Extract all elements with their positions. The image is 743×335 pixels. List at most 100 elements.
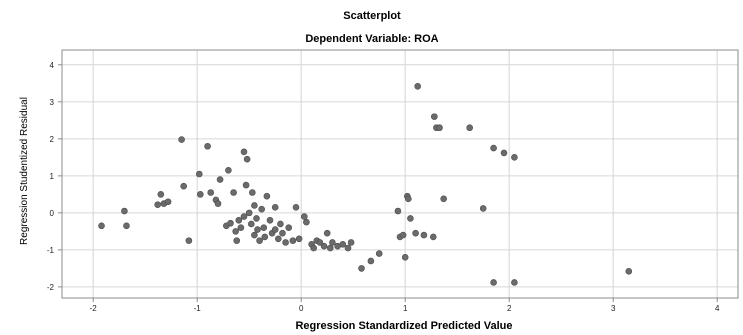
x-axis-label: Regression Standardized Predicted Value bbox=[295, 320, 512, 332]
x-tick-label: 1 bbox=[403, 304, 408, 313]
scatter-point bbox=[358, 265, 365, 272]
scatter-point bbox=[399, 231, 407, 239]
scatter-point bbox=[436, 124, 443, 132]
scatter-point bbox=[367, 257, 375, 265]
scatter-point bbox=[329, 239, 336, 246]
scatter-point bbox=[251, 231, 258, 239]
scatter-point bbox=[214, 200, 222, 207]
scatter-point bbox=[431, 113, 438, 120]
scatter-point bbox=[240, 148, 248, 156]
scatter-point bbox=[164, 198, 172, 206]
scatter-point bbox=[394, 207, 402, 215]
scatter-point bbox=[266, 216, 274, 224]
scatter-point bbox=[375, 250, 383, 257]
scatter-point bbox=[412, 229, 419, 237]
scatter-point bbox=[154, 201, 161, 209]
scatter-point bbox=[339, 241, 347, 248]
x-tick-label: -1 bbox=[194, 304, 202, 313]
scatter-point bbox=[258, 205, 265, 213]
scatter-point bbox=[285, 224, 293, 231]
scatter-point bbox=[511, 154, 518, 161]
scatter-point bbox=[263, 192, 271, 200]
chart-subtitle: Dependent Variable: ROA bbox=[305, 33, 438, 45]
scatter-point bbox=[295, 235, 303, 243]
scatter-point bbox=[261, 233, 269, 241]
x-tick-label: 3 bbox=[611, 304, 616, 313]
scatter-point bbox=[237, 224, 245, 231]
scatter-point bbox=[233, 237, 241, 244]
scatter-point bbox=[256, 237, 263, 244]
plot-area bbox=[61, 49, 739, 299]
scatter-point bbox=[279, 229, 286, 237]
x-tick-label: 4 bbox=[715, 304, 720, 313]
scatter-point bbox=[479, 205, 487, 212]
scatter-point bbox=[247, 220, 255, 228]
scatter-point bbox=[235, 216, 243, 224]
scatter-point bbox=[185, 237, 193, 244]
scatter-point bbox=[195, 170, 203, 178]
scatter-point bbox=[420, 231, 428, 239]
tick-labels: -2 -1 0 1 2 3 4 -2 -1 0 1 2 3 4 bbox=[47, 61, 720, 313]
scatter-point bbox=[240, 213, 248, 220]
scatter-point bbox=[323, 229, 331, 237]
scatter-point bbox=[414, 82, 421, 90]
y-tick-label: 2 bbox=[50, 135, 55, 144]
scatter-point bbox=[271, 226, 279, 233]
scatter-point bbox=[121, 207, 128, 215]
scatter-point bbox=[157, 191, 165, 198]
y-tick-label: -1 bbox=[47, 246, 55, 255]
scatter-point bbox=[277, 220, 284, 228]
scatter-point bbox=[225, 166, 232, 174]
y-tick-label: 1 bbox=[50, 172, 55, 181]
scatter-point bbox=[275, 235, 282, 243]
scatter-point bbox=[511, 279, 518, 286]
scatter-point bbox=[245, 209, 253, 217]
scatter-point bbox=[271, 204, 279, 211]
scatter-point bbox=[253, 215, 260, 222]
scatter-point bbox=[242, 181, 250, 189]
y-tick-label: -2 bbox=[47, 283, 55, 292]
scatter-point bbox=[178, 136, 185, 143]
scatter-point bbox=[303, 218, 310, 226]
scatter-point bbox=[490, 144, 497, 152]
scatter-point bbox=[254, 226, 261, 233]
scatter-point bbox=[289, 237, 297, 244]
scatter-point bbox=[227, 219, 234, 227]
scatter-point bbox=[249, 189, 256, 196]
y-axis-label: Regression Studentized Residual bbox=[19, 97, 30, 245]
x-tick-label: -2 bbox=[90, 304, 98, 313]
scatter-point bbox=[625, 268, 633, 275]
scatter-point bbox=[347, 239, 355, 246]
scatter-point bbox=[316, 239, 324, 246]
scatter-point bbox=[466, 124, 473, 132]
chart-title: Scatterplot bbox=[343, 10, 401, 22]
scatter-point bbox=[440, 195, 447, 203]
y-tick-label: 0 bbox=[50, 209, 55, 218]
scatter-point bbox=[243, 155, 251, 163]
scatter-point bbox=[216, 176, 224, 183]
scatter-point bbox=[320, 242, 328, 250]
scatter-point bbox=[251, 202, 258, 209]
y-tick-label: 3 bbox=[50, 98, 55, 107]
scatter-point bbox=[207, 189, 215, 196]
y-tick-label: 4 bbox=[50, 61, 55, 70]
gridlines bbox=[62, 50, 738, 298]
scatter-point bbox=[260, 224, 268, 231]
scatter-point bbox=[327, 244, 334, 252]
scatter-point bbox=[310, 244, 317, 252]
scatter-point bbox=[344, 244, 352, 252]
scatter-point bbox=[429, 233, 437, 241]
scatter-point bbox=[401, 253, 409, 261]
scatter-point bbox=[282, 239, 289, 246]
scatter-point bbox=[405, 195, 412, 203]
scatter-point bbox=[301, 213, 308, 220]
scatter-point bbox=[500, 149, 508, 157]
scatter-point bbox=[407, 215, 414, 222]
scatter-point bbox=[292, 204, 300, 211]
scatter-point bbox=[232, 228, 239, 235]
scatter-point bbox=[490, 279, 497, 286]
scatter-point bbox=[197, 191, 204, 198]
data-points bbox=[98, 82, 633, 286]
x-tick-label: 2 bbox=[507, 304, 512, 313]
